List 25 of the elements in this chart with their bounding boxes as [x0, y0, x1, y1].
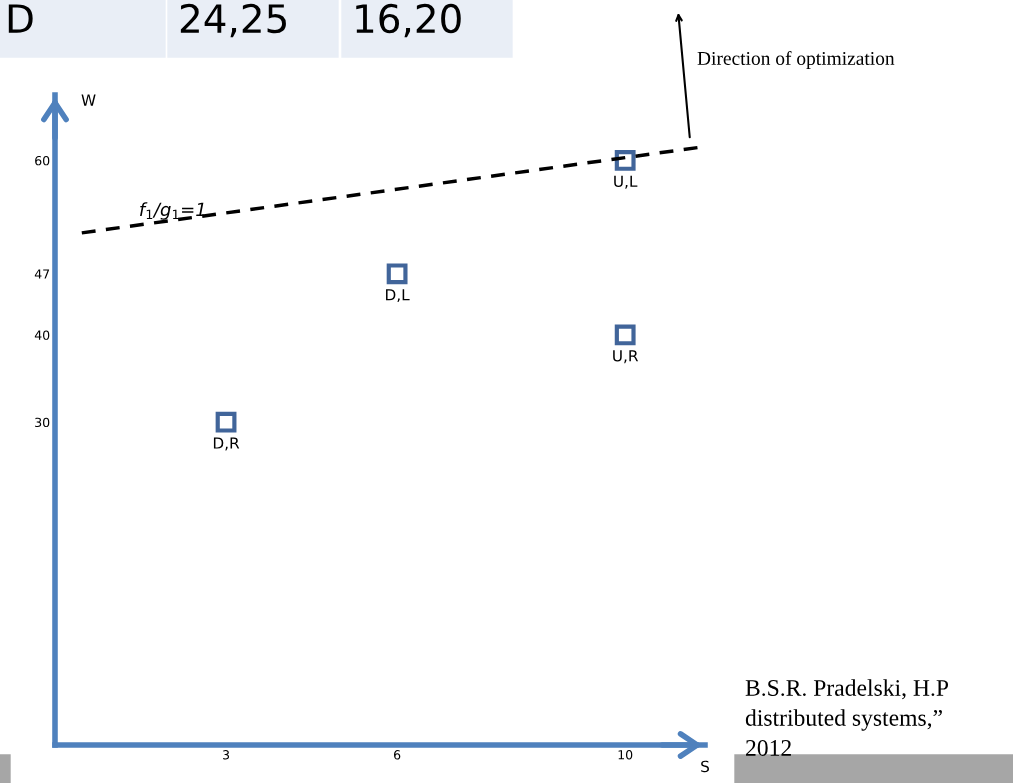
- series-label: f$_{1}$/g$_{1}$=1: [140, 202, 205, 220]
- point: [614, 150, 636, 171]
- text: B.S.R. Pradelski, H.P: [745, 679, 949, 700]
- annotation: D,L: [386, 289, 410, 303]
- text: 2012: [746, 739, 791, 756]
- point: [386, 263, 408, 285]
- y-tick-label: 30: [35, 417, 50, 428]
- x-tick-label: 3: [223, 750, 230, 760]
- annotation: D,R: [213, 437, 240, 451]
- text: D: [8, 4, 33, 33]
- text: Direction of optimization: [697, 51, 895, 69]
- y-axis-title: W: [81, 94, 96, 106]
- x-tick-label: 6: [394, 750, 401, 760]
- text: 24,25: [180, 3, 286, 38]
- point: [215, 411, 237, 433]
- point: [614, 324, 636, 346]
- y-tick-label: 60: [35, 155, 50, 166]
- x-tick-label: 10: [618, 750, 633, 760]
- text: distributed systems,”: [745, 709, 942, 731]
- annotation: U,R: [613, 350, 639, 364]
- annotation: U,L: [614, 175, 638, 189]
- x-axis-title: S: [701, 760, 709, 773]
- y-tick-label: 47: [34, 269, 50, 279]
- y-tick-label: 40: [34, 330, 50, 340]
- text: 16,20: [356, 3, 461, 38]
